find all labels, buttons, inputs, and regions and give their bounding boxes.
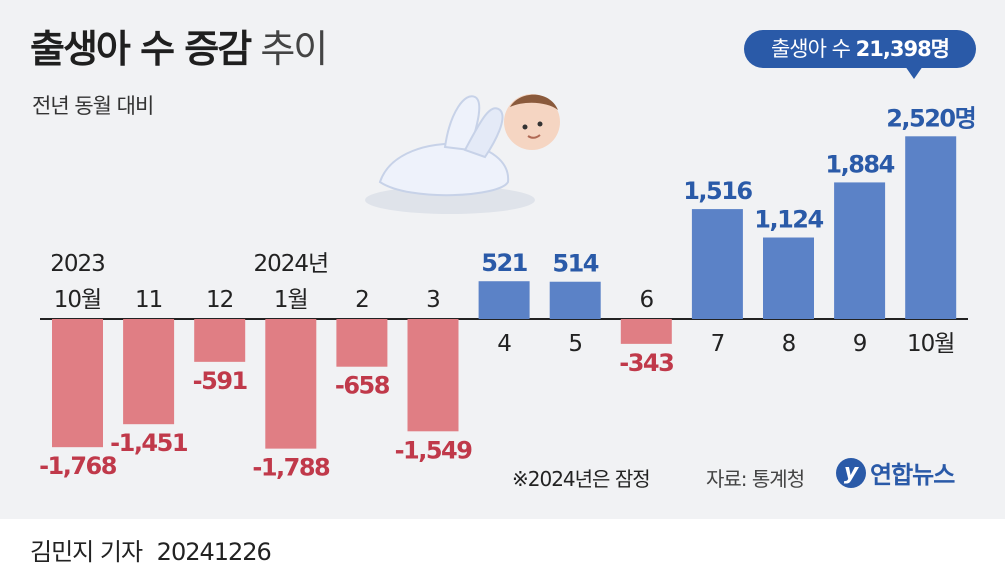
births-callout: 출생아 수 21,398명 [744,30,976,68]
value-label-10: 1,516 [683,177,752,205]
bar-9 [620,319,672,344]
tick-label-12: 9 [853,331,867,357]
tick-label-13: 10월 [907,331,954,357]
tick-label-7: 4 [497,331,511,357]
footnote: ※2024년은 잠정 [512,467,651,491]
bar-4 [265,319,317,449]
bar-12 [834,182,886,319]
value-label-13: 2,520명 [886,104,975,132]
value-label-7: 521 [481,249,527,277]
bar-6 [407,319,459,432]
value-label-11: 1,124 [754,206,823,234]
callout-label: 출생아 수 [770,37,851,61]
title-light: 추이 [260,27,328,71]
bar-1 [52,319,103,448]
tick-label-8: 5 [568,331,582,357]
bar-10 [691,209,743,319]
value-label-6: -1,549 [395,436,473,464]
bar-8 [549,281,601,319]
title-bold: 출생아 수 증감 [30,27,252,71]
bar-2 [123,319,175,425]
value-label-4: -1,788 [252,454,330,482]
value-label-12: 1,884 [825,150,894,178]
tick-label-6: 3 [426,287,440,313]
bar-chart: -1,768 2023 10월 -1,451 11 -591 12 -1,788 2024년 1월… [39,104,977,482]
value-label-3: -591 [193,367,248,395]
tick-label-5: 2 [355,287,369,313]
tick-label-11: 8 [782,331,796,357]
tick-label-9: 6 [639,287,653,313]
subtitle: 전년 동월 대비 [32,94,154,118]
bar-5 [336,319,388,367]
bar-11 [763,237,814,319]
value-label-8: 514 [552,250,598,278]
tick-label-2: 11 [135,287,162,313]
value-label-1: -1,768 [39,452,117,480]
tick-label-1-2: 10월 [54,287,101,313]
bar-13 [905,136,957,319]
source-label: 자료: 통계청 [706,467,805,491]
bar-7 [478,281,530,319]
bar-3 [194,319,246,362]
tick-label-1-1: 2023 [50,251,105,277]
baby-icon [365,94,560,214]
publish-date: 20241226 [156,538,272,566]
callout-value: 21,398명 [855,37,950,61]
value-label-2: -1,451 [110,429,188,457]
byline: 김민지 기자 20241226 [30,532,272,567]
yonhap-logo: y 연합뉴스 [836,455,955,490]
value-label-9: -343 [619,349,673,377]
logo-name: 연합뉴스 [870,461,955,489]
tick-label-3: 12 [206,287,233,313]
callout-pointer [905,66,923,79]
tick-label-10: 7 [711,331,725,357]
reporter-name: 김민지 기자 [30,538,143,566]
value-label-5: -658 [335,372,390,400]
tick-label-4-2: 1월 [274,287,308,313]
page-title: 출생아 수 증감 추이 [30,18,328,73]
tick-label-4-1: 2024년 [253,251,328,277]
logo-mark: y [836,457,866,488]
